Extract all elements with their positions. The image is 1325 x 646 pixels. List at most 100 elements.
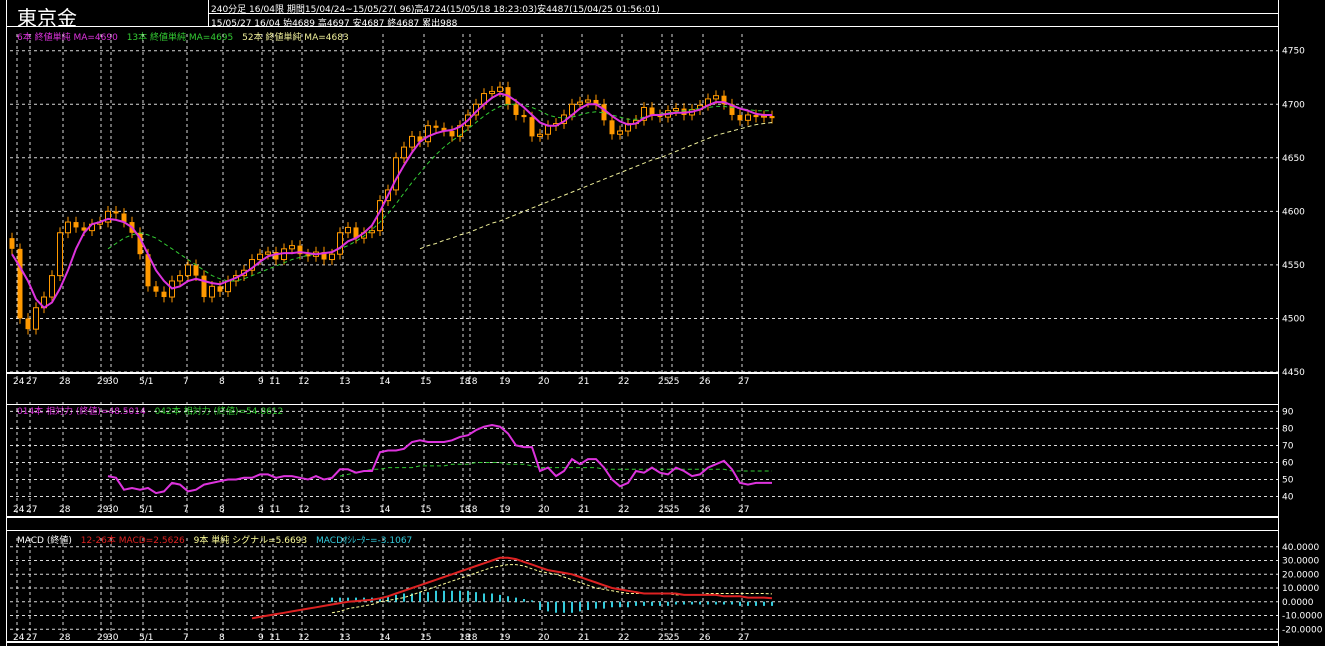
frame-line-rsi-bottom bbox=[6, 516, 1278, 518]
y-tick-label: -20.0000 bbox=[1282, 625, 1323, 635]
x-tick-label: 18 bbox=[466, 633, 478, 643]
x-tick-label: 13 bbox=[339, 633, 350, 643]
x-tick-label: 30 bbox=[107, 633, 119, 643]
candle-body bbox=[177, 275, 183, 282]
x-tick-label: 24 bbox=[13, 633, 25, 643]
x-tick-label: 20 bbox=[538, 633, 550, 643]
x-tick-label: 18 bbox=[459, 377, 471, 387]
y-tick-label: 30.0000 bbox=[1282, 557, 1319, 567]
candle-body bbox=[321, 252, 327, 260]
candle-body bbox=[193, 264, 199, 276]
x-tick-label: 11 bbox=[269, 633, 280, 643]
candle-body bbox=[433, 125, 439, 128]
candle-body bbox=[161, 291, 167, 298]
x-tick-label: 12 bbox=[298, 377, 309, 387]
candle-body bbox=[753, 114, 759, 118]
x-tick-label: 28 bbox=[59, 505, 71, 515]
x-tick-label: 13 bbox=[339, 505, 350, 515]
candle-body bbox=[265, 251, 271, 255]
frame-line-right bbox=[1278, 0, 1279, 646]
x-tick-label: 25 bbox=[658, 505, 669, 515]
rsi42-line bbox=[339, 462, 772, 477]
candle-body bbox=[545, 125, 551, 135]
x-tick-label: 25 bbox=[658, 633, 669, 643]
candle-body bbox=[209, 285, 215, 298]
macd-legend: MACD (終値) 12-26本 MACD=2.5626 9本 単純 シグナル=… bbox=[17, 533, 418, 546]
y-tick-label: 4450 bbox=[1282, 368, 1305, 378]
y-tick-label: 40 bbox=[1282, 492, 1294, 502]
candle-body bbox=[73, 222, 79, 228]
candle-body bbox=[497, 86, 503, 92]
x-tick-label: 28 bbox=[59, 377, 71, 387]
x-tick-label: 30 bbox=[107, 505, 119, 515]
x-tick-label: 29 bbox=[97, 505, 109, 515]
candle-body bbox=[609, 120, 615, 135]
candle-body bbox=[601, 104, 607, 121]
x-tick-label: 9 bbox=[258, 633, 264, 643]
candle-body bbox=[649, 107, 655, 115]
x-tick-label: 18 bbox=[466, 377, 478, 387]
candle-body bbox=[345, 226, 351, 234]
x-tick-label: 20 bbox=[538, 377, 550, 387]
x-tick-label: 28 bbox=[59, 633, 71, 643]
candle-body bbox=[417, 136, 423, 142]
x-tick-label: 12 bbox=[298, 505, 309, 515]
x-tick-label: 12 bbox=[298, 633, 309, 643]
x-tick-label: 18 bbox=[466, 505, 478, 515]
legend-rsi14: 014本 相対力 (終値)=48.5014 bbox=[17, 407, 146, 417]
x-tick-label: 26 bbox=[699, 633, 711, 643]
y-tick-label: 4550 bbox=[1282, 261, 1305, 271]
candle-body bbox=[257, 253, 263, 261]
x-tick-label: 22 bbox=[618, 633, 629, 643]
candle-body bbox=[17, 248, 23, 319]
candle-body bbox=[729, 104, 735, 115]
candle-body bbox=[681, 108, 687, 115]
y-tick-label: 10.0000 bbox=[1282, 584, 1319, 594]
x-tick-label: 24 bbox=[13, 505, 25, 515]
candle-body bbox=[489, 90, 495, 95]
x-tick-label: 26 bbox=[699, 505, 711, 515]
x-tick-label: 29 bbox=[97, 633, 109, 643]
candle-body bbox=[657, 114, 663, 118]
candle-body bbox=[409, 135, 415, 148]
y-tick-label: 60 bbox=[1282, 458, 1294, 468]
legend-osc: MACDｵｼﾚｰﾀｰ=-3.1067 bbox=[316, 536, 413, 546]
frame-line-rsi-top bbox=[6, 404, 1278, 405]
x-tick-label: 27 bbox=[26, 505, 37, 515]
candle-body bbox=[353, 227, 359, 239]
candle-body bbox=[617, 130, 623, 135]
frame-line-top bbox=[6, 26, 1278, 27]
rsi-legend: 014本 相対力 (終値)=48.5014 042本 相対力 (終値)=54.8… bbox=[17, 404, 289, 417]
legend-macd-title: MACD (終値) bbox=[17, 536, 72, 546]
x-tick-label: 5/1 bbox=[139, 633, 153, 643]
x-tick-label: 30 bbox=[107, 377, 119, 387]
legend-rsi42: 042本 相対力 (終値)=54.8612 bbox=[154, 407, 284, 417]
ma13-line bbox=[107, 103, 772, 282]
y-tick-label: 70 bbox=[1282, 441, 1294, 451]
x-tick-label: 15 bbox=[420, 633, 431, 643]
x-tick-label: 15 bbox=[420, 377, 431, 387]
y-tick-label: 80 bbox=[1282, 424, 1294, 434]
ma52-line bbox=[419, 122, 773, 250]
candle-body bbox=[737, 114, 743, 121]
candle-body bbox=[577, 101, 583, 105]
candle-body bbox=[745, 114, 751, 121]
candle-body bbox=[401, 146, 407, 159]
x-tick-label: 21 bbox=[578, 505, 589, 515]
x-tick-label: 7 bbox=[183, 633, 189, 643]
x-tick-label: 21 bbox=[578, 633, 589, 643]
legend-ma52: 52本 終値単純 MA=4683 bbox=[242, 33, 349, 43]
x-tick-label: 7 bbox=[183, 505, 189, 515]
header-info-period: 240分足 16/04限 期間15/04/24~15/05/27( 96)高47… bbox=[211, 5, 660, 15]
x-tick-label: 25 bbox=[668, 505, 679, 515]
x-tick-label: 27 bbox=[26, 377, 37, 387]
x-tick-label: 18 bbox=[459, 505, 471, 515]
y-tick-label: 0.0000 bbox=[1282, 598, 1314, 608]
x-tick-label: 25 bbox=[668, 633, 679, 643]
x-tick-label: 14 bbox=[379, 505, 391, 515]
candle-body bbox=[393, 157, 399, 191]
candle-body bbox=[153, 286, 159, 292]
x-tick-label: 27 bbox=[26, 633, 37, 643]
